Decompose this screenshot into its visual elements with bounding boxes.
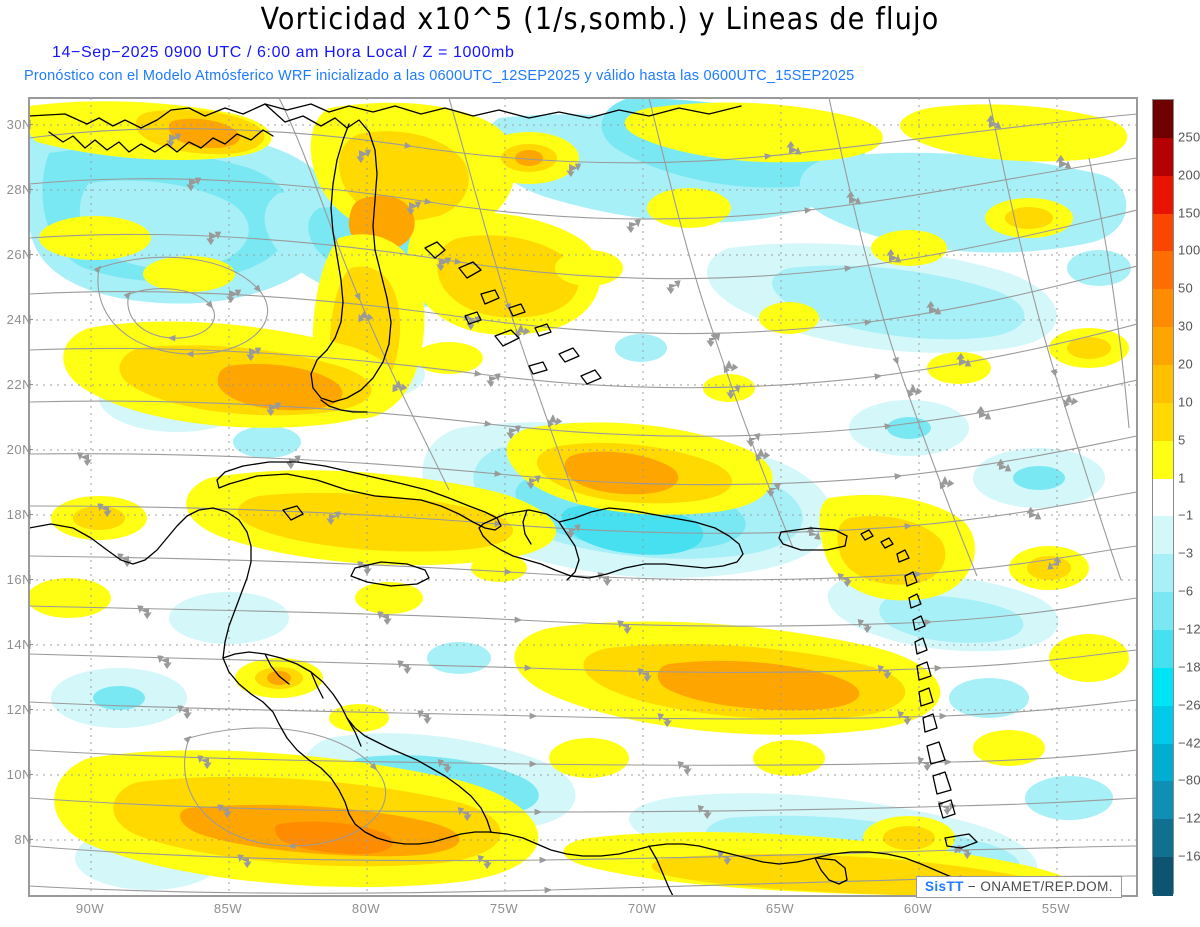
ytick-label-30N: 30N [6,117,32,132]
ytick-label-8N: 8N [14,832,32,847]
ytick-mark [28,189,33,190]
colorbar-tick-label: 20 [1178,356,1194,372]
page-title: Vorticidad x10^5 (1/s,somb.) y Lineas de… [260,2,940,37]
sistt-brand-label: SisTT [925,879,964,894]
ytick-label-26N: 26N [6,247,32,262]
ytick-label-22N: 22N [6,377,32,392]
ytick-mark [28,579,33,580]
ytick-label-16N: 16N [6,572,32,587]
ytick-mark [28,319,33,320]
colorbar-band [1153,516,1173,555]
colorbar-band [1153,630,1173,669]
colorbar-tick-label: −26 [1178,697,1200,713]
map-panel[interactable] [28,97,1138,897]
colorbar-band [1153,592,1173,631]
colorbar-tick-label: −12 [1178,621,1200,637]
colorbar-band [1153,402,1173,442]
ytick-mark [28,774,33,775]
colorbar-band [1153,857,1173,896]
attribution-org-label: − ONAMET/REP.DOM. [963,879,1113,894]
ytick-label-18N: 18N [6,507,32,522]
colorbar-tick-label: 100 [1178,242,1200,258]
ytick-mark [28,644,33,645]
xtick-label-80W: 80W [351,901,381,916]
chart-subtitle-datetime: 14−Sep−2025 0900 UTC / 6:00 am Hora Loca… [52,44,515,61]
ytick-mark [28,384,33,385]
ytick-mark [28,839,33,840]
ytick-mark [28,514,33,515]
colorbar-tick-label: 1 [1178,470,1186,486]
colorbar-tick-label: 150 [1178,205,1200,221]
colorbar-band [1153,554,1173,593]
colorbar-tick-label: 50 [1178,280,1194,296]
xtick-label-70W: 70W [627,901,657,916]
colorbar-tick-label: −42 [1178,735,1200,751]
ytick-mark [28,709,33,710]
xtick-label-55W: 55W [1041,901,1071,916]
colorbar-band [1153,289,1173,328]
attribution-badge: SisTT − ONAMET/REP.DOM. [916,876,1122,898]
colorbar-tick-label: 200 [1178,167,1200,183]
xtick-label-85W: 85W [213,901,243,916]
ytick-mark [28,124,33,125]
ytick-label-10N: 10N [6,767,32,782]
colorbar-band [1153,365,1173,404]
colorbar-band [1153,327,1173,366]
colorbar-band [1153,743,1173,783]
ytick-mark [28,449,33,450]
colorbar-band [1153,667,1173,707]
xtick-label-60W: 60W [903,901,933,916]
vorticity-map [29,98,1137,896]
colorbar-tick-label: −80 [1178,772,1200,788]
colorbar-band [1153,478,1173,518]
colorbar-tick-label: −6 [1178,583,1194,599]
colorbar-tick-label: 10 [1178,394,1194,410]
colorbar-band [1153,705,1173,745]
colorbar-band [1153,440,1173,480]
colorbar-tick-label: −18 [1178,659,1200,675]
ytick-label-20N: 20N [6,442,32,457]
colorbar-band [1153,175,1173,215]
colorbar-tick-label: −3 [1178,545,1194,561]
colorbar-band [1153,213,1173,253]
colorbar-band [1153,819,1173,858]
ytick-label-24N: 24N [6,312,32,327]
ytick-label-14N: 14N [6,637,32,652]
ytick-label-12N: 12N [6,702,32,717]
ytick-label-28N: 28N [6,182,32,197]
vorticity-colorbar[interactable] [1152,99,1174,896]
ytick-mark [28,254,33,255]
xtick-label-65W: 65W [765,901,795,916]
xtick-label-75W: 75W [489,901,519,916]
colorbar-tick-label: −120 [1178,810,1200,826]
colorbar-tick-label: 30 [1178,318,1194,334]
colorbar-tick-label: −160 [1178,848,1200,864]
colorbar-tick-label: −1 [1178,507,1194,523]
xtick-label-90W: 90W [75,901,105,916]
colorbar-band [1153,137,1173,177]
colorbar-band [1153,781,1173,820]
colorbar-tick-label: 5 [1178,432,1186,448]
chart-subtitle-model: Pronóstico con el Modelo Atmósferico WRF… [24,68,855,84]
colorbar-tick-label: 250 [1178,129,1200,145]
colorbar-band [1153,100,1173,139]
colorbar-band [1153,251,1173,290]
